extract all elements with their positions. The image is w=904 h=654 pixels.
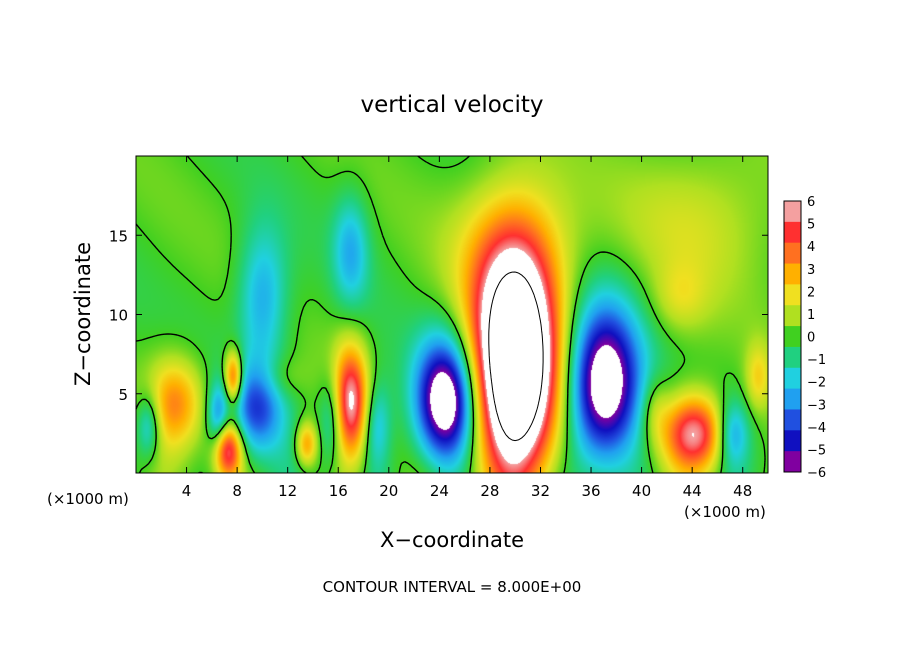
colorbar: 6 5 4 3 2 1 0 −1 −2 −3 −4 −5 −6 — [783, 195, 826, 481]
colorbar-swatch — [784, 242, 801, 265]
x-tick-label: 36 — [581, 482, 600, 500]
colorbar-swatch — [784, 409, 801, 431]
colorbar-swatch — [784, 221, 801, 244]
colorbar-swatch — [784, 388, 801, 410]
y-tick-label: 15 — [109, 227, 128, 245]
x-unit-right: (×1000 m) — [684, 503, 766, 521]
colorbar-label: 1 — [807, 308, 815, 323]
contour-line — [135, 155, 766, 474]
contour-lines — [135, 155, 766, 474]
colorbar-label: −6 — [807, 466, 826, 481]
colorbar-swatch — [784, 430, 801, 452]
colorbar-swatch — [784, 284, 801, 306]
colorbar-swatch — [784, 201, 801, 223]
x-tick-label: 12 — [278, 482, 297, 500]
colorbar-label: −4 — [807, 421, 826, 436]
chart-title: vertical velocity — [361, 92, 544, 118]
colorbar-swatch — [784, 305, 801, 327]
colorbar-swatch — [784, 346, 801, 369]
colorbar-frame — [783, 200, 802, 473]
y-axis-label: Z−coordinate — [71, 242, 95, 386]
colorbar-label: 2 — [807, 285, 815, 300]
colorbar-label: −5 — [807, 443, 826, 458]
colorbar-label: 5 — [807, 218, 815, 233]
x-axis-label: X−coordinate — [380, 528, 524, 552]
colorbar-label: −1 — [807, 353, 826, 368]
colorbar-label: 6 — [807, 195, 815, 210]
x-tick-label: 4 — [182, 482, 192, 500]
colorbar-swatch — [784, 451, 801, 473]
contour-line — [488, 271, 544, 442]
x-tick-label: 20 — [379, 482, 398, 500]
x-tick-label: 40 — [632, 482, 651, 500]
colorbar-swatch — [784, 326, 801, 348]
colorbar-label: 0 — [807, 331, 815, 346]
colorbar-swatch — [784, 367, 801, 390]
x-tick-label: 48 — [733, 482, 752, 500]
x-tick-label: 8 — [232, 482, 242, 500]
x-unit-left: (×1000 m) — [47, 490, 129, 508]
y-axis-ticks: 5 10 15 — [109, 227, 768, 404]
x-tick-label: 32 — [531, 482, 550, 500]
y-tick-label: 10 — [109, 307, 128, 325]
plot-area — [135, 155, 769, 474]
x-tick-label: 24 — [430, 482, 449, 500]
x-axis-ticks: 4 8 12 16 20 24 28 32 36 40 44 48 — [182, 156, 752, 500]
y-tick-label: 5 — [118, 386, 128, 404]
colorbar-label: −2 — [807, 376, 826, 391]
colorbar-label: 4 — [807, 240, 815, 255]
contour-interval-note: CONTOUR INTERVAL = 8.000E+00 — [323, 578, 582, 596]
velocity-field-raster — [136, 156, 768, 473]
x-tick-label: 16 — [329, 482, 348, 500]
colorbar-label: −3 — [807, 398, 826, 413]
colorbar-label: 3 — [807, 263, 815, 278]
x-tick-label: 44 — [683, 482, 702, 500]
colorbar-swatch — [784, 263, 801, 285]
x-tick-label: 28 — [480, 482, 499, 500]
